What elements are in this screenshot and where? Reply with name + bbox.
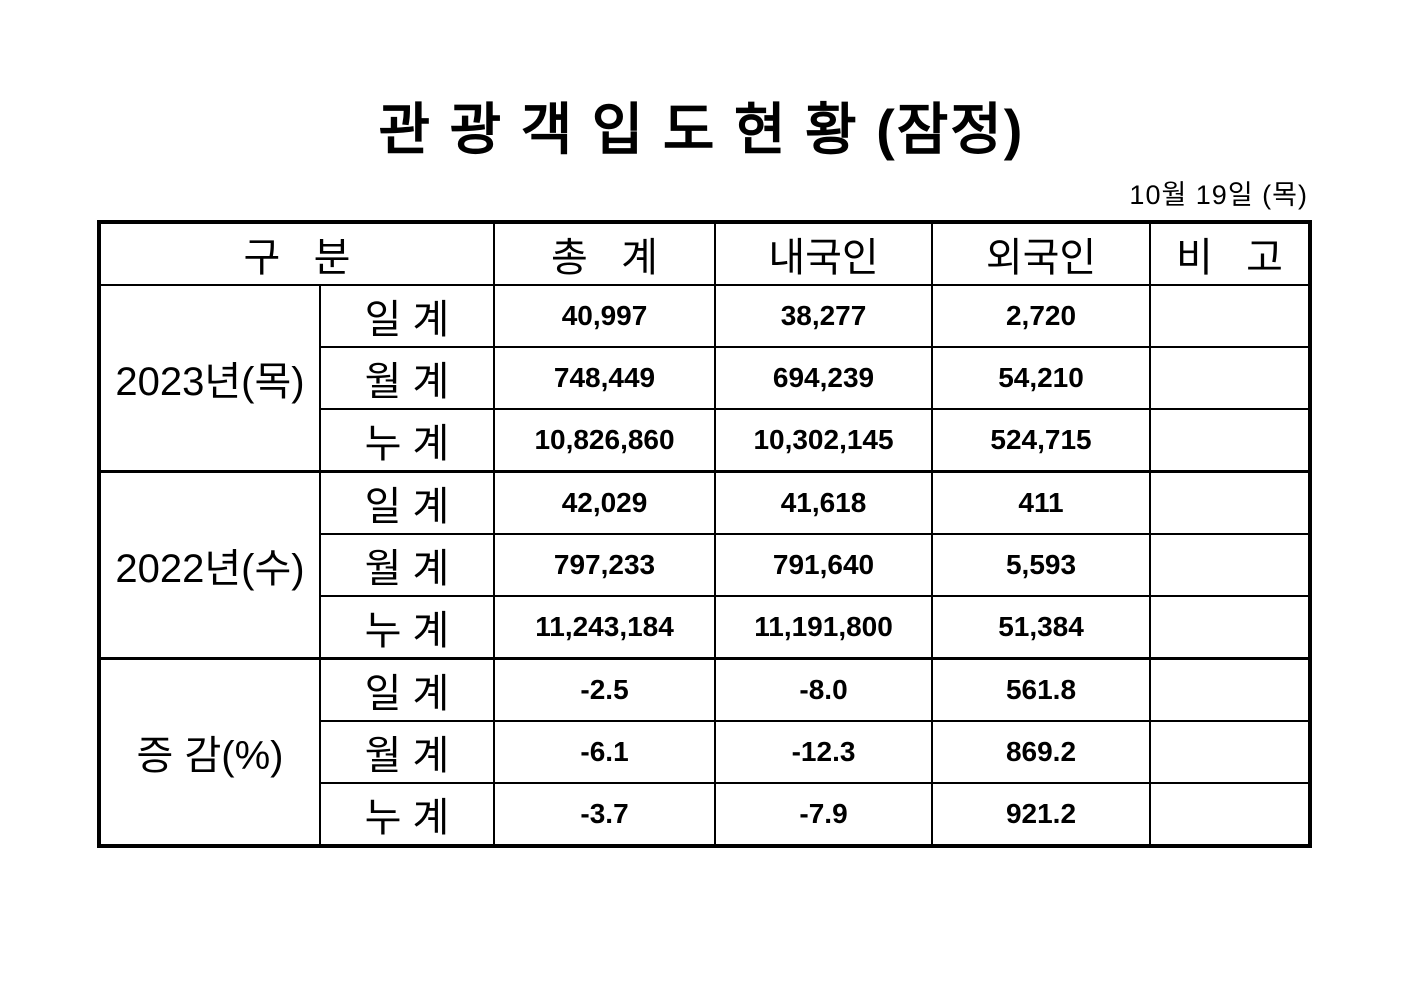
year-group-label-change: 증 감(%) [98,657,321,848]
total-value: -2.5 [493,657,717,723]
foreign-value: 921.2 [931,782,1152,848]
row-label-monthly: 월 계 [318,720,496,785]
row-label-monthly: 월 계 [318,533,496,598]
remark-cell [1149,533,1312,598]
row-label-monthly: 월 계 [318,346,496,411]
foreign-value: 2,720 [931,284,1152,349]
row-label-cumulative: 누 계 [318,782,496,848]
total-value: -6.1 [493,720,717,785]
domestic-value: 10,302,145 [714,408,934,473]
table-row: 월 계 797,233 791,640 5,593 [99,533,1312,598]
row-label-daily: 일 계 [318,657,496,723]
page-title: 관 광 객 입 도 현 황 (잠정) [378,98,1025,161]
domestic-value: 11,191,800 [714,595,934,660]
table-row: 증 감(%) 일 계 -2.5 -8.0 561.8 [98,657,1312,848]
foreign-value: 411 [931,470,1152,536]
foreign-value: 5,593 [931,533,1152,598]
domestic-value: 791,640 [714,533,934,598]
tourist-arrivals-table: 구 분 총 계 내국인 외국인 비 고 2023년(목) 일 계 40,997 … [97,220,1313,849]
table-row: 2023년(목) 일 계 40,997 38,277 2,720 [98,284,1312,473]
domestic-value: -7.9 [714,782,934,848]
foreign-value: 561.8 [931,657,1152,723]
remark-cell [1149,470,1312,536]
total-value: 42,029 [493,470,717,536]
total-value: 797,233 [493,533,717,598]
table-row: 누 계 11,243,184 11,191,800 51,384 [99,595,1312,660]
row-label-cumulative: 누 계 [318,408,496,473]
remark-cell [1149,346,1312,411]
foreign-value: 51,384 [931,595,1152,660]
remark-cell [1149,782,1312,848]
table-row: 누 계 -3.7 -7.9 921.2 [99,782,1312,848]
foreign-value: 54,210 [931,346,1152,411]
domestic-value: 41,618 [714,470,934,536]
year-group-label-2023: 2023년(목) [98,284,321,473]
year-group-label-2022: 2022년(수) [98,470,321,660]
column-header-remark: 비 고 [1149,221,1312,287]
row-label-daily: 일 계 [318,284,496,349]
domestic-value: 694,239 [714,346,934,411]
column-header-domestic: 내국인 [714,221,934,287]
remark-cell [1149,657,1312,723]
table-row: 2022년(수) 일 계 42,029 41,618 411 [98,470,1312,660]
remark-cell [1149,720,1312,785]
date-label: 10월 19일 (목) [1129,180,1308,211]
column-header-category: 구 분 [97,221,496,287]
domestic-value: 38,277 [714,284,934,349]
total-value: 748,449 [493,346,717,411]
remark-cell [1149,284,1312,349]
row-label-cumulative: 누 계 [318,595,496,660]
domestic-value: -8.0 [714,657,934,723]
header-row: 구 분 총 계 내국인 외국인 비 고 [97,221,1312,287]
total-value: 40,997 [493,284,717,349]
table-row: 누 계 10,826,860 10,302,145 524,715 [99,408,1312,473]
total-value: -3.7 [493,782,717,848]
column-header-total: 총 계 [493,221,717,287]
domestic-value: -12.3 [714,720,934,785]
row-label-daily: 일 계 [318,470,496,536]
remark-cell [1149,408,1312,473]
total-value: 10,826,860 [493,408,717,473]
foreign-value: 869.2 [931,720,1152,785]
foreign-value: 524,715 [931,408,1152,473]
total-value: 11,243,184 [493,595,717,660]
remark-cell [1149,595,1312,660]
column-header-foreign: 외국인 [931,221,1152,287]
table-row: 월 계 -6.1 -12.3 869.2 [99,720,1312,785]
table-row: 월 계 748,449 694,239 54,210 [99,346,1312,411]
